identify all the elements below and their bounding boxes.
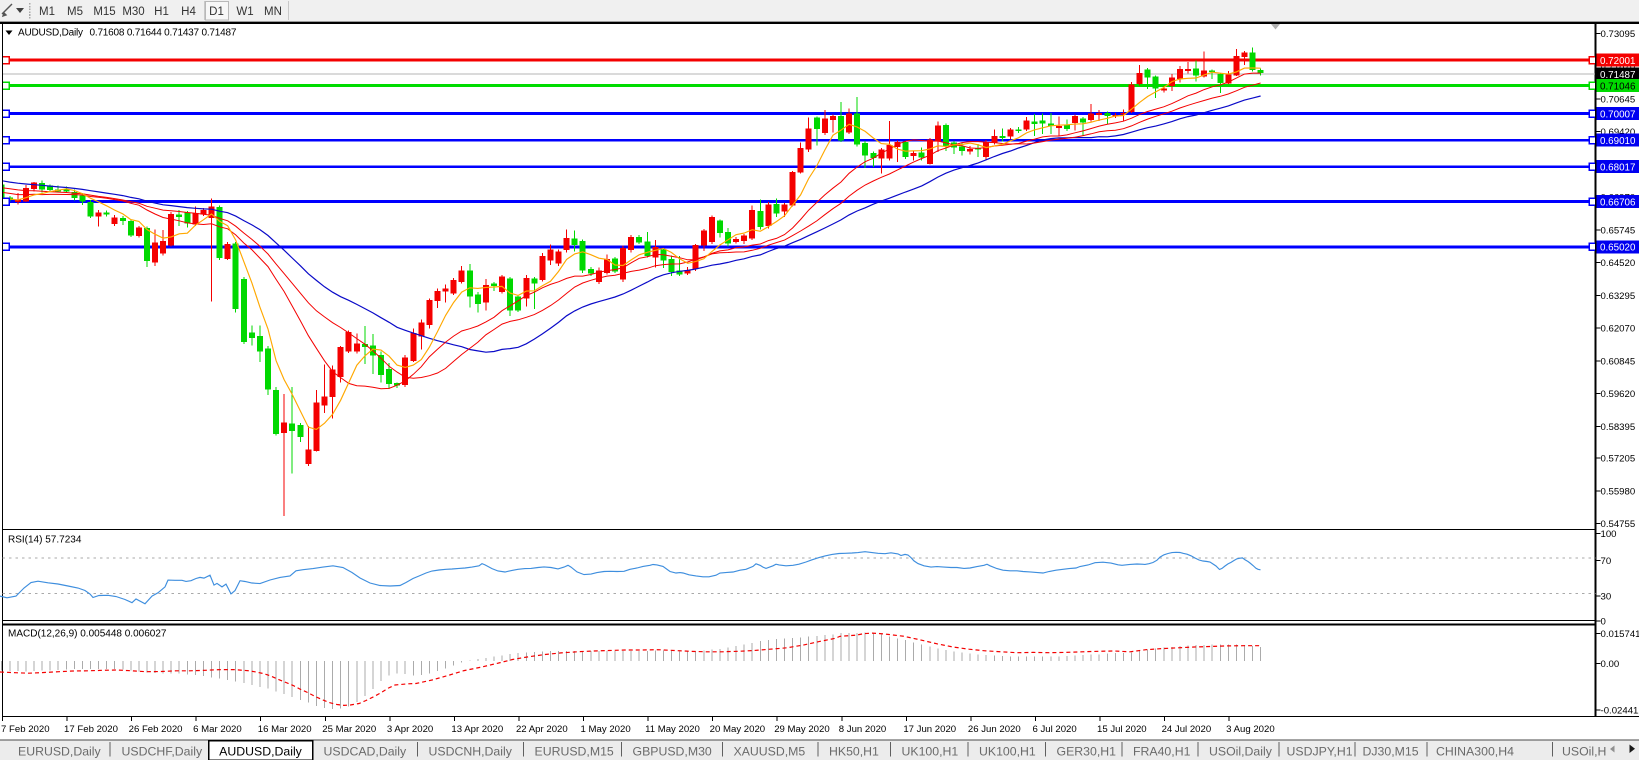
svg-text:DJ30,M15: DJ30,M15: [1363, 745, 1419, 759]
svg-text:15 Jul 2020: 15 Jul 2020: [1097, 724, 1147, 735]
svg-text:GER30,H1: GER30,H1: [1057, 745, 1117, 759]
svg-text:0.69420: 0.69420: [1601, 127, 1636, 138]
svg-text:0.65745: 0.65745: [1601, 225, 1636, 236]
svg-text:UK100,H1: UK100,H1: [979, 745, 1036, 759]
svg-text:0.71046: 0.71046: [1600, 82, 1636, 93]
svg-text:0.73095: 0.73095: [1601, 29, 1636, 40]
svg-text:MACD(12,26,9) 0.005448 0.00602: MACD(12,26,9) 0.005448 0.006027: [8, 629, 167, 640]
svg-text:0.015741: 0.015741: [1601, 629, 1639, 640]
svg-text:0.63295: 0.63295: [1601, 291, 1636, 302]
svg-text:0.71608 0.71644 0.71437 0.7148: 0.71608 0.71644 0.71437 0.71487: [90, 28, 237, 39]
svg-text:0.58395: 0.58395: [1601, 422, 1636, 433]
svg-text:0.57205: 0.57205: [1601, 454, 1636, 465]
svg-text:0.68017: 0.68017: [1600, 162, 1635, 173]
svg-text:0.66706: 0.66706: [1600, 198, 1636, 209]
svg-text:30: 30: [1601, 592, 1612, 603]
svg-text:USDCHF,Daily: USDCHF,Daily: [122, 745, 203, 759]
svg-text:USOil,Daily: USOil,Daily: [1209, 745, 1273, 759]
svg-text:22 Apr 2020: 22 Apr 2020: [516, 724, 568, 735]
svg-text:AUDUSD,Daily: AUDUSD,Daily: [219, 745, 303, 759]
svg-text:0.62070: 0.62070: [1601, 324, 1636, 335]
svg-text:100: 100: [1601, 529, 1617, 540]
svg-text:FRA40,H1: FRA40,H1: [1133, 745, 1191, 759]
svg-text:M30: M30: [122, 6, 144, 18]
svg-text:GBPUSD,M30: GBPUSD,M30: [633, 745, 712, 759]
svg-text:0.70007: 0.70007: [1600, 109, 1635, 120]
svg-text:26 Feb 2020: 26 Feb 2020: [129, 724, 183, 735]
svg-text:0: 0: [1601, 616, 1606, 627]
svg-text:20 May 2020: 20 May 2020: [710, 724, 765, 735]
svg-text:UK100,H1: UK100,H1: [902, 745, 959, 759]
svg-text:0.60845: 0.60845: [1601, 356, 1636, 367]
svg-text:6 Mar 2020: 6 Mar 2020: [193, 724, 242, 735]
svg-text:1 May 2020: 1 May 2020: [581, 724, 631, 735]
svg-text:26 Jun 2020: 26 Jun 2020: [968, 724, 1021, 735]
svg-text:USDCAD,Daily: USDCAD,Daily: [324, 745, 408, 759]
svg-text:D1: D1: [209, 6, 224, 18]
svg-text:24 Jul 2020: 24 Jul 2020: [1162, 724, 1212, 735]
svg-text:MN: MN: [264, 6, 282, 18]
svg-text:W1: W1: [236, 6, 253, 18]
svg-text:3 Aug 2020: 3 Aug 2020: [1226, 724, 1275, 735]
svg-text:-0.024412: -0.024412: [1601, 705, 1639, 716]
svg-text:29 May 2020: 29 May 2020: [774, 724, 829, 735]
svg-text:0.70645: 0.70645: [1601, 94, 1636, 105]
svg-text:0.71870: 0.71870: [1601, 62, 1636, 73]
svg-text:0.71487: 0.71487: [1600, 70, 1635, 81]
svg-text:7 Feb 2020: 7 Feb 2020: [1, 724, 50, 735]
svg-text:EURUSD,M15: EURUSD,M15: [535, 745, 614, 759]
svg-text:H1: H1: [154, 6, 169, 18]
svg-text:13 Apr 2020: 13 Apr 2020: [451, 724, 503, 735]
svg-text:HK50,H1: HK50,H1: [829, 745, 879, 759]
svg-text:0.72001: 0.72001: [1600, 56, 1635, 67]
svg-text:8 Jun 2020: 8 Jun 2020: [839, 724, 886, 735]
svg-text:17 Jun 2020: 17 Jun 2020: [903, 724, 956, 735]
svg-text:0.65020: 0.65020: [1600, 243, 1636, 254]
svg-text:USDJPY,H1: USDJPY,H1: [1287, 745, 1353, 759]
svg-text:USOil,H: USOil,H: [1562, 745, 1606, 759]
svg-text:M1: M1: [39, 6, 55, 18]
svg-text:0.69010: 0.69010: [1600, 136, 1636, 147]
svg-text:70: 70: [1601, 556, 1612, 567]
svg-text:11 May 2020: 11 May 2020: [645, 724, 700, 735]
svg-text:EURUSD,Daily: EURUSD,Daily: [18, 745, 102, 759]
svg-text:0.54755: 0.54755: [1601, 519, 1636, 530]
svg-text:16 Mar 2020: 16 Mar 2020: [258, 724, 312, 735]
svg-text:AUDUSD,Daily: AUDUSD,Daily: [18, 28, 83, 39]
svg-text:CHINA300,H4: CHINA300,H4: [1436, 745, 1514, 759]
svg-text:25 Mar 2020: 25 Mar 2020: [322, 724, 376, 735]
svg-text:0.00: 0.00: [1601, 659, 1620, 670]
svg-text:H4: H4: [181, 6, 196, 18]
svg-text:M5: M5: [67, 6, 83, 18]
svg-text:0.59620: 0.59620: [1601, 389, 1636, 400]
svg-text:M15: M15: [93, 6, 115, 18]
svg-text:XAUUSD,M5: XAUUSD,M5: [734, 745, 806, 759]
svg-text:0.55980: 0.55980: [1601, 486, 1636, 497]
svg-text:3 Apr 2020: 3 Apr 2020: [387, 724, 433, 735]
svg-text:6 Jul 2020: 6 Jul 2020: [1032, 724, 1076, 735]
svg-text:0.64520: 0.64520: [1601, 258, 1636, 269]
svg-text:17 Feb 2020: 17 Feb 2020: [64, 724, 118, 735]
svg-text:RSI(14) 57.7234: RSI(14) 57.7234: [8, 535, 82, 546]
svg-text:USDCNH,Daily: USDCNH,Daily: [429, 745, 513, 759]
